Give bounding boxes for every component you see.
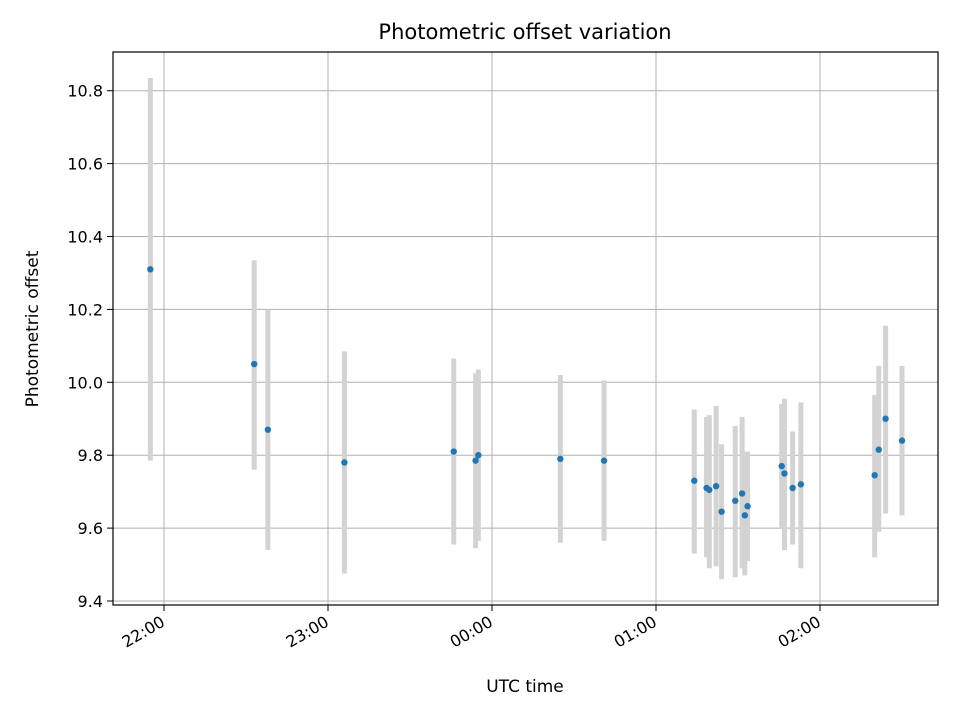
y-tick-label: 10.6 — [67, 155, 103, 174]
data-point — [778, 462, 785, 470]
data-point — [264, 426, 272, 433]
grid — [113, 52, 938, 605]
y-axis-label: Photometric offset — [23, 250, 43, 407]
y-tick-label: 9.8 — [78, 446, 103, 465]
data-point — [875, 446, 882, 453]
data-point — [718, 508, 725, 515]
data-point — [450, 448, 457, 455]
data-point — [341, 459, 348, 466]
data-point — [797, 481, 805, 488]
data-point — [732, 497, 739, 504]
y-tick-label: 10.2 — [67, 300, 103, 319]
data-point — [744, 503, 751, 510]
data-point — [882, 415, 889, 422]
data-point — [472, 457, 479, 464]
data-point — [147, 266, 154, 273]
data-point — [251, 360, 258, 368]
data-point — [600, 457, 608, 464]
data-point — [898, 437, 906, 444]
data-point — [781, 470, 788, 477]
chart-title: Photometric offset variation — [378, 20, 671, 44]
y-tick-label: 10.8 — [67, 82, 103, 101]
data-point — [691, 477, 698, 484]
y-tick-label: 10.0 — [67, 373, 103, 392]
data-points — [147, 266, 906, 519]
data-point — [706, 486, 713, 494]
y-axis: 9.4 9.6 9.8 10.0 10.2 10.4 10.6 10.8 — [67, 82, 113, 611]
data-point — [557, 455, 564, 463]
data-point — [741, 512, 749, 519]
x-axis-label: UTC time — [486, 677, 564, 697]
data-point — [789, 484, 796, 492]
plot-frame — [112, 51, 939, 606]
data-point — [712, 482, 720, 490]
data-point — [871, 472, 878, 479]
y-tick-label: 9.4 — [78, 592, 103, 611]
data-point — [475, 452, 482, 459]
y-tick-label: 10.4 — [67, 228, 103, 247]
data-point — [738, 490, 746, 497]
y-tick-label: 9.6 — [78, 519, 103, 538]
